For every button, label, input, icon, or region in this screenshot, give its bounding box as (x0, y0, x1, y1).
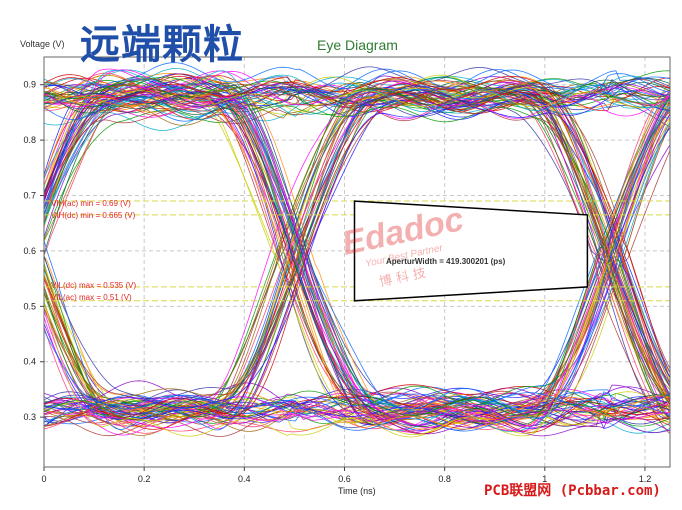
eye-trace (44, 78, 670, 426)
eye-trace (44, 91, 670, 428)
eye-trace (44, 79, 670, 107)
x-tick-label: 1 (542, 474, 547, 484)
eye-trace (44, 315, 670, 428)
eye-trace (44, 90, 670, 414)
threshold-label-vih-dc: VIH(dc) min = 0.665 (V) (51, 211, 136, 220)
eye-trace (44, 66, 670, 211)
footer-watermark: PCB联盟网 (Pcbbar.com) (484, 483, 661, 499)
eye-trace (44, 80, 670, 426)
eye-mask (353, 200, 589, 302)
eye-trace (44, 91, 670, 418)
eye-trace (44, 76, 670, 423)
eye-trace (44, 85, 670, 421)
y-tick-label: 0.5 (23, 301, 36, 311)
plot-frame (43, 56, 671, 468)
eye-trace (44, 100, 670, 435)
eye-trace (44, 106, 670, 410)
eye-trace (44, 95, 670, 433)
eye-trace (44, 93, 670, 430)
eye-trace (44, 84, 670, 220)
x-axis-title: Time (ns) (338, 486, 376, 496)
y-tick-label: 0.4 (23, 357, 36, 367)
x-tick-label: 0 (41, 474, 46, 484)
eye-trace (44, 76, 670, 406)
x-tick-label: 0.6 (338, 474, 351, 484)
eye-trace (44, 101, 670, 412)
eye-trace (44, 118, 670, 437)
chart-title: Eye Diagram (317, 37, 398, 53)
eye-trace (44, 105, 670, 432)
eye-trace (44, 83, 670, 113)
eye-trace (44, 91, 670, 424)
eye-trace (44, 86, 670, 427)
eye-trace (44, 87, 670, 430)
y-tick-label: 0.6 (23, 246, 36, 256)
x-tick-label: 0.2 (138, 474, 151, 484)
y-tick-label: 0.7 (23, 191, 36, 201)
y-tick-label: 0.3 (23, 412, 36, 422)
eye-trace (44, 89, 670, 420)
eye-trace (44, 62, 670, 217)
threshold-label-vil-ac: VIL(ac) max = 0.51 (V) (51, 293, 132, 302)
y-tick-label: 0.8 (23, 135, 36, 145)
x-tick-label: 1.2 (639, 474, 652, 484)
eye-trace (44, 86, 670, 413)
threshold-label-vil-dc: VIL(dc) max = 0.535 (V) (51, 281, 137, 290)
eye-trace (44, 69, 670, 207)
eye-trace (44, 93, 670, 437)
eye-trace (44, 75, 670, 389)
page-title: 远端颗粒 (80, 22, 244, 68)
eye-trace (44, 99, 670, 420)
eye-trace (44, 81, 670, 427)
y-tick-label: 0.9 (23, 80, 36, 90)
eye-traces (44, 62, 670, 438)
y-axis-title: Voltage (V) (20, 39, 65, 49)
eye-trace (44, 98, 670, 438)
x-tick-label: 0.8 (438, 474, 451, 484)
eye-trace (44, 87, 670, 428)
eye-trace (44, 77, 670, 415)
aperture-width-label: AperturWidth = 419.300201 (ps) (386, 257, 506, 266)
threshold-label-vih-ac: VIH(ac) min = 0.69 (V) (51, 199, 131, 208)
eye-trace (44, 101, 670, 406)
x-tick-label: 0.4 (238, 474, 251, 484)
